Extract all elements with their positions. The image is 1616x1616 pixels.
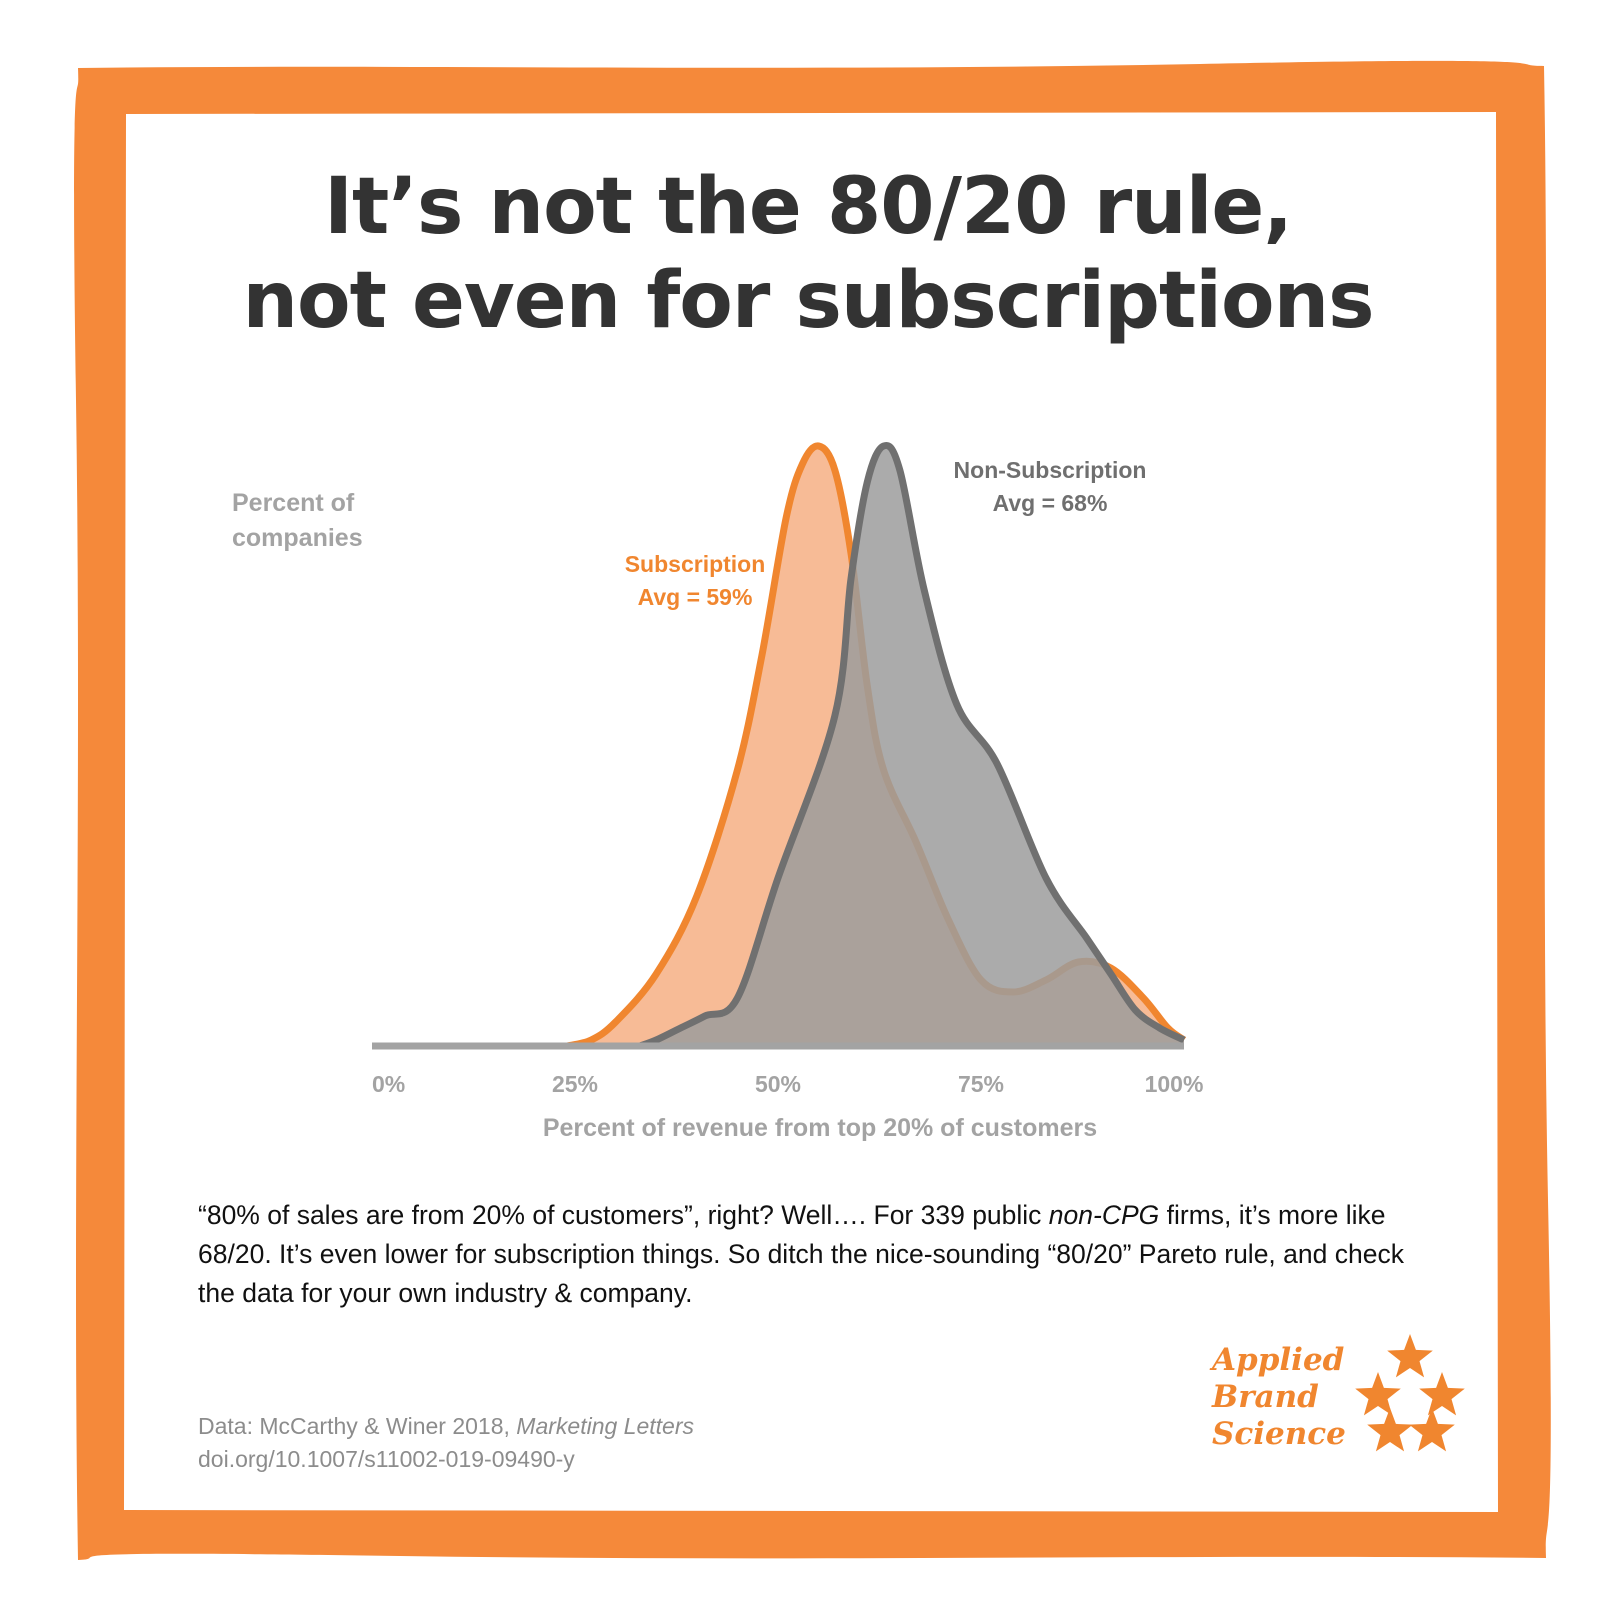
page-title-line-2: not even for subscriptions — [242, 256, 1374, 346]
brand-logo-text: Applied Brand Science — [1212, 1342, 1346, 1453]
x-tick-label-75: 75% — [958, 1071, 1004, 1097]
y-axis-label: Percent of companies — [232, 486, 363, 556]
source-prefix: Data: McCarthy & Winer 2018, — [198, 1413, 517, 1439]
source-journal: Marketing Letters — [516, 1413, 694, 1439]
non-subscription-annotation: Non-Subscription Avg = 68% — [930, 454, 1170, 520]
brand-line-3: Science — [1212, 1416, 1346, 1452]
non-subscription-line — [638, 441, 1186, 1050]
non-subscription-annotation-name: Non-Subscription — [953, 457, 1147, 483]
source-doi: doi.org/10.1007/s11002-019-09490-y — [198, 1446, 575, 1472]
brand-star-4 — [1367, 1408, 1413, 1452]
non-subscription-annotation-avg: Avg = 68% — [992, 490, 1108, 516]
non-subscription-area — [640, 445, 1184, 1047]
x-tick-label-0: 0% — [372, 1071, 405, 1097]
body-text-part-2: firms, it’s more like 68/20. It’s even l… — [198, 1200, 1404, 1308]
subscription-annotation-name: Subscription — [624, 551, 766, 577]
y-axis-label-line-1: Percent of — [232, 489, 355, 517]
brand-star-2 — [1355, 1372, 1401, 1416]
x-tick-label-50: 50% — [755, 1071, 801, 1097]
subscription-annotation-avg: Avg = 59% — [637, 584, 753, 610]
brand-line-1: Applied — [1212, 1342, 1345, 1378]
x-tick-label-25: 25% — [552, 1071, 598, 1097]
x-tick-label-100: 100% — [1145, 1071, 1204, 1097]
brand-star-3 — [1419, 1372, 1465, 1416]
brand-star-1 — [1387, 1334, 1433, 1378]
body-text-emphasis: non-CPG — [1048, 1200, 1160, 1230]
x-axis-label: Percent of revenue from top 20% of custo… — [542, 1114, 1098, 1142]
series-layer — [566, 441, 1187, 1050]
x-tick-labels: 0% 25% 50% 75% 100% — [372, 1071, 1203, 1097]
source-citation: Data: McCarthy & Winer 2018, Marketing L… — [198, 1410, 694, 1476]
body-text-part-1: “80% of sales are from 20% of customers”… — [198, 1200, 1049, 1230]
subscription-annotation: Subscription Avg = 59% — [600, 548, 790, 614]
page-title-line-1: It’s not the 80/20 rule, — [324, 162, 1293, 252]
body-paragraph: “80% of sales are from 20% of customers”… — [198, 1196, 1448, 1313]
brand-line-2: Brand — [1212, 1379, 1319, 1415]
source-line-1: Data: McCarthy & Winer 2018, Marketing L… — [198, 1410, 694, 1443]
brand-star-5 — [1409, 1408, 1455, 1452]
y-axis-label-line-2: companies — [232, 524, 363, 552]
brand-stars-icon — [1355, 1334, 1465, 1452]
